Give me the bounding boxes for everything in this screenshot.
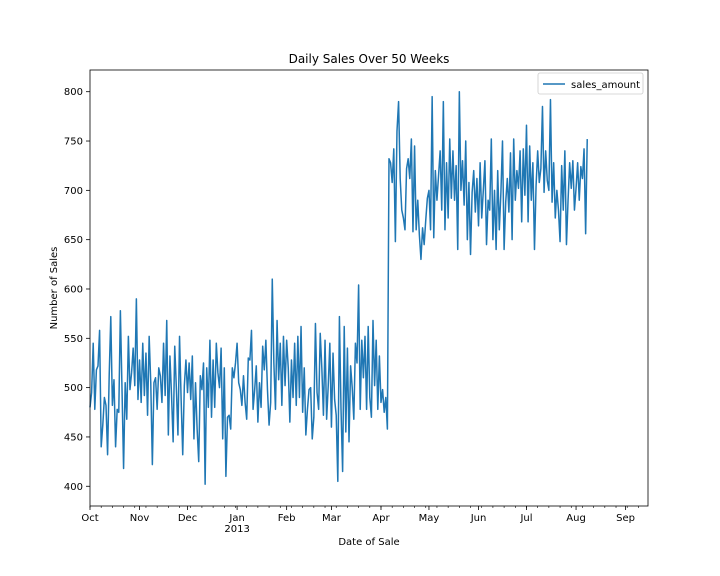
x-tick-label: Feb xyxy=(278,513,296,524)
y-tick-label: 500 xyxy=(64,383,83,394)
x-tick-label: Dec xyxy=(178,513,197,524)
chart-title: Daily Sales Over 50 Weeks xyxy=(289,52,450,66)
x-tick-label: Mar xyxy=(322,513,342,524)
plot-area xyxy=(89,69,649,507)
y-axis: 400 450 500 550 600 650 700 750 800 xyxy=(64,87,90,493)
x-axis-title: Date of Sale xyxy=(338,537,399,548)
x-tick-label: Sep xyxy=(616,513,635,524)
y-tick-label: 450 xyxy=(64,432,83,443)
sales-amount-line xyxy=(89,90,588,486)
x-tick-label: Jul xyxy=(519,513,532,524)
x-tick-label: Jun xyxy=(470,513,487,524)
y-tick-label: 750 xyxy=(64,137,83,148)
plot-frame xyxy=(89,69,649,507)
legend: sales_amount xyxy=(537,72,644,95)
y-axis-title: Number of Sales xyxy=(49,247,60,330)
y-tick-label: 800 xyxy=(64,87,83,98)
x-tick-label: Oct xyxy=(81,513,98,524)
x-tick-year-label: 2013 xyxy=(224,524,249,535)
x-tick-label: Nov xyxy=(130,513,150,524)
x-tick-label: Apr xyxy=(372,513,390,524)
y-tick-label: 600 xyxy=(64,284,83,295)
x-tick-label: Jan xyxy=(228,513,244,524)
x-tick-label: Aug xyxy=(566,513,586,524)
y-tick-label: 550 xyxy=(64,334,83,345)
y-tick-label: 400 xyxy=(64,482,83,493)
y-tick-label: 650 xyxy=(64,235,83,246)
legend-label-sales-amount: sales_amount xyxy=(571,80,640,91)
x-tick-label: May xyxy=(419,513,440,524)
legend-box xyxy=(537,72,644,95)
y-tick-label: 700 xyxy=(64,186,83,197)
